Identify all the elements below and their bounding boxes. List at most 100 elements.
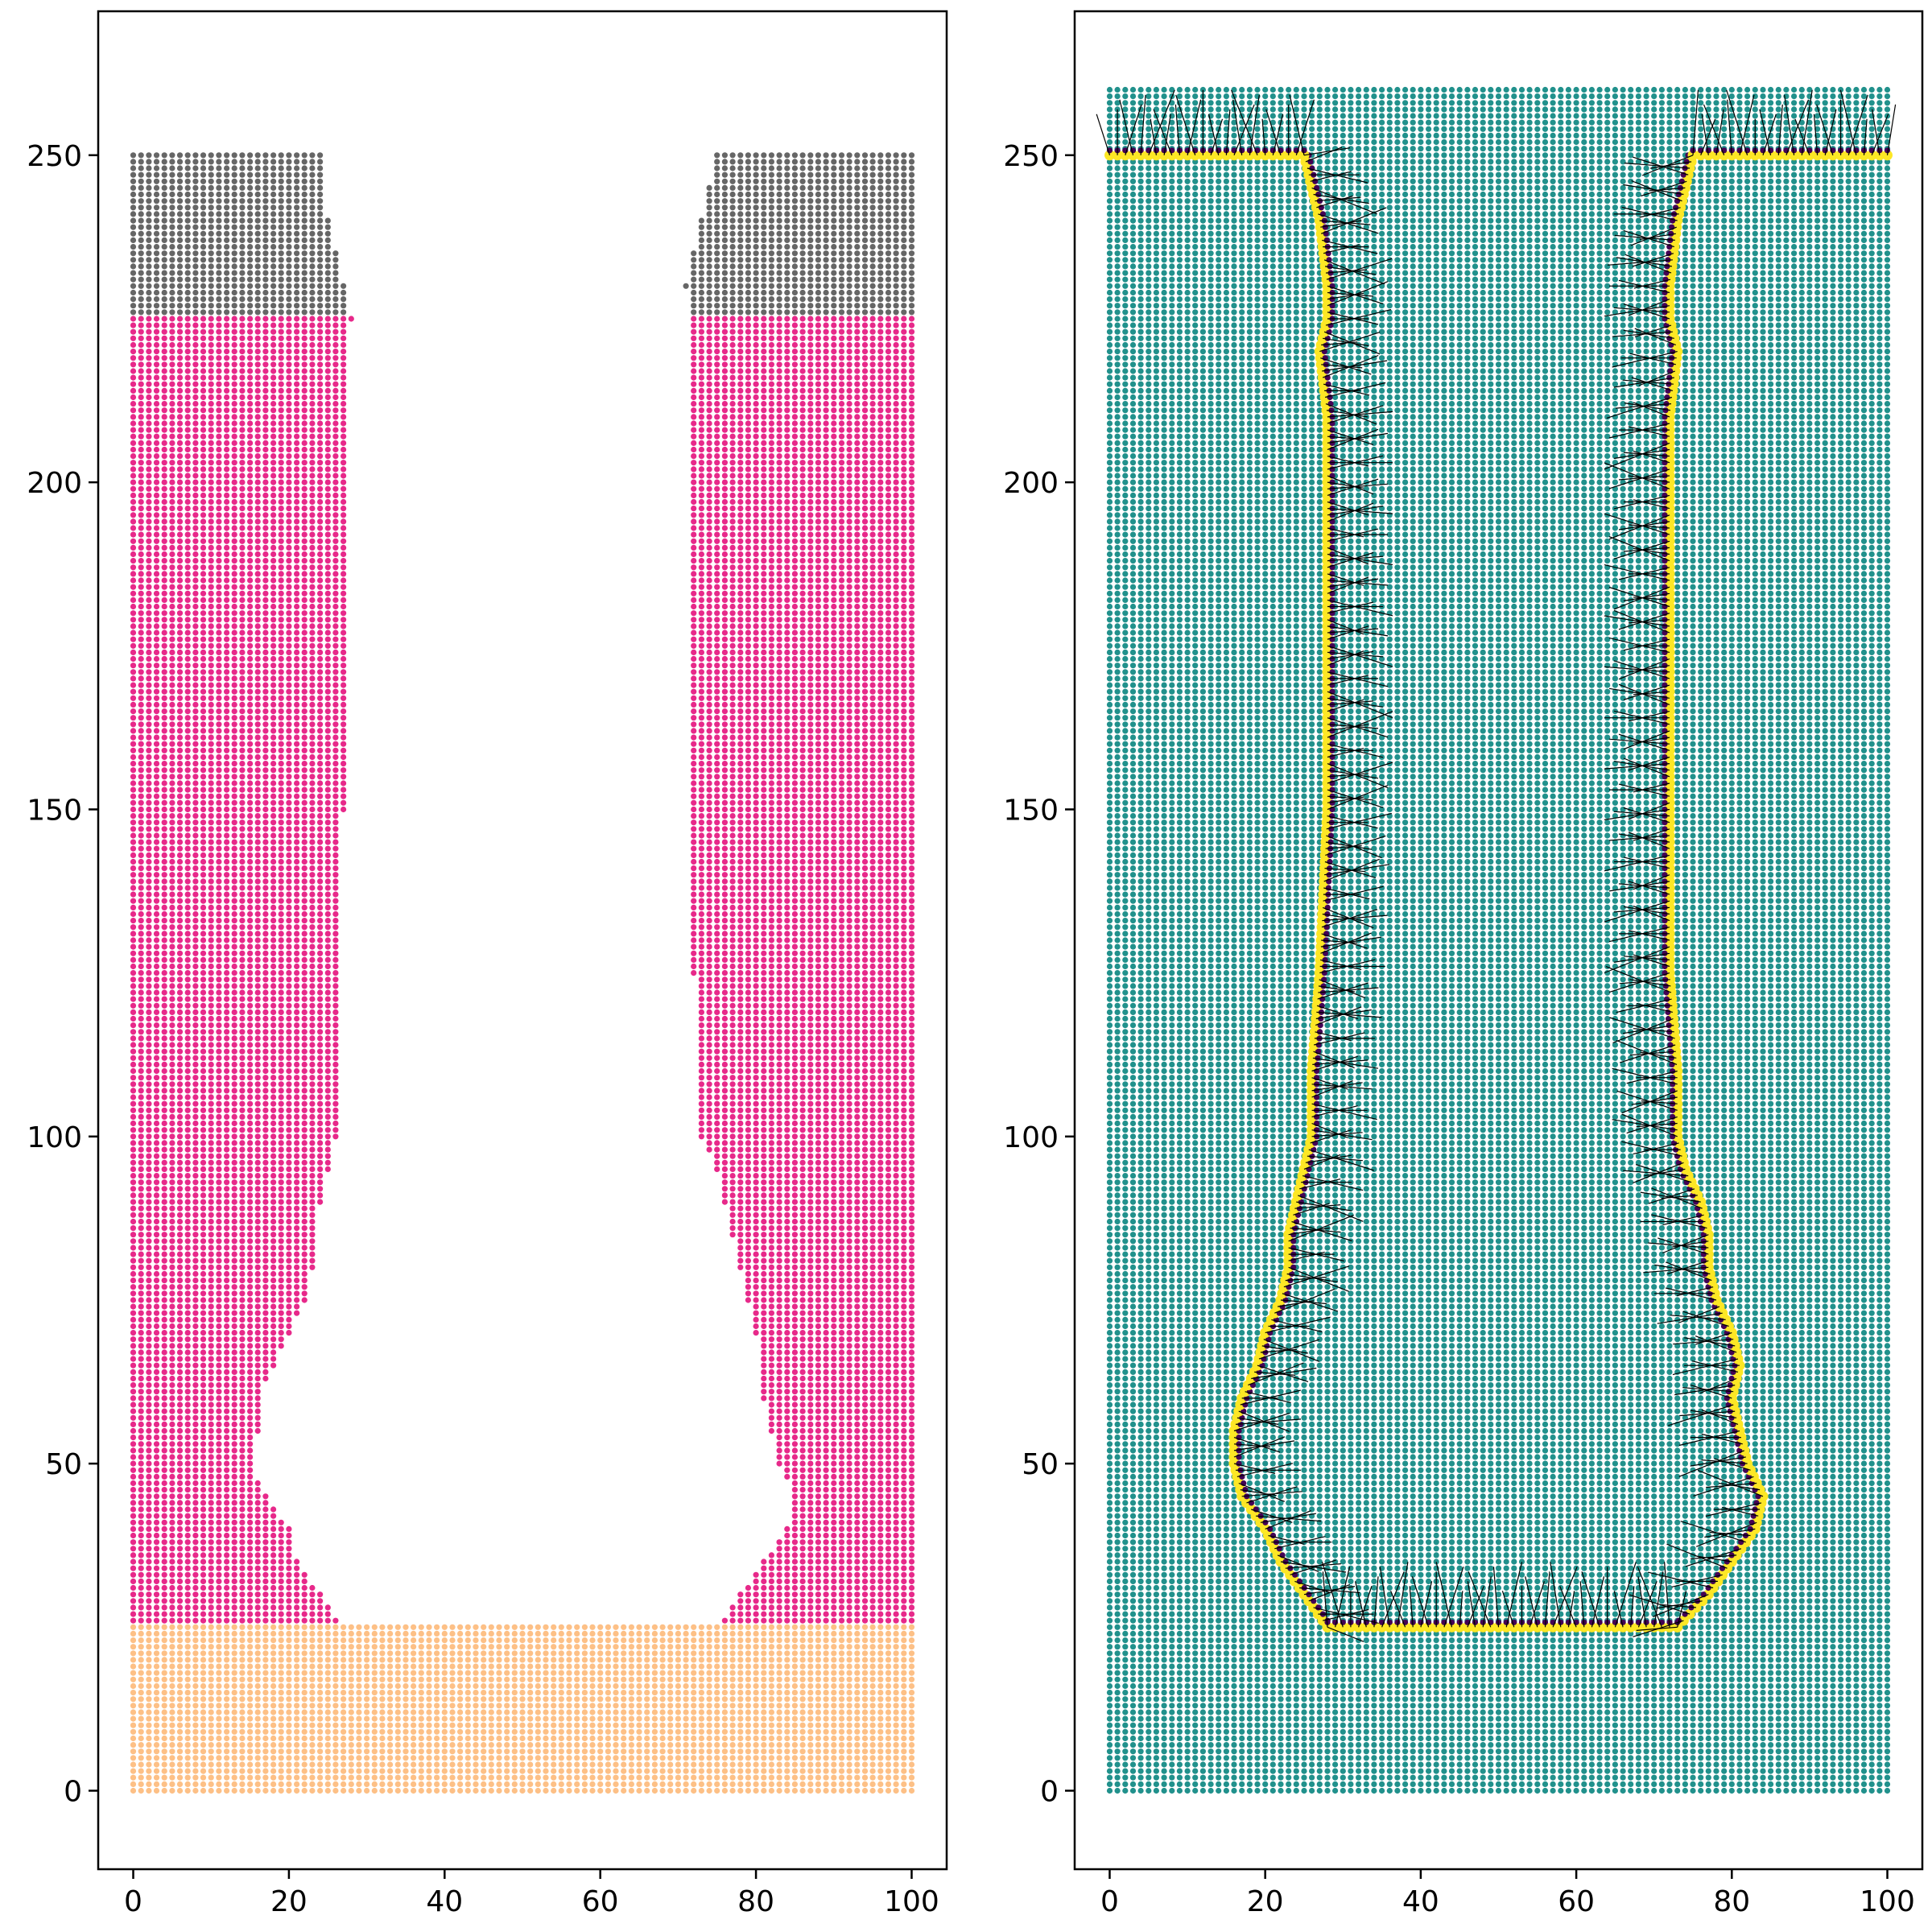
particle-point [410,1722,417,1728]
particle-point [831,1245,837,1251]
particle-point [130,1480,137,1487]
particle-point [838,1395,845,1402]
particle-point [262,1657,269,1663]
particle-point [831,1735,837,1742]
particle-point [481,1703,487,1709]
particle-point [893,1774,899,1781]
particle-point [488,1657,494,1663]
particle-point [861,1552,869,1558]
particle-point [176,1761,184,1768]
particle-point [418,1709,424,1715]
particle-point [885,1611,892,1617]
particle-point [481,1650,487,1657]
particle-point [176,1552,184,1558]
particle-point [410,1676,417,1682]
particle-point [799,1435,806,1441]
particle-point [332,1768,339,1774]
particle-point [597,1663,604,1670]
particle-point [387,1761,394,1768]
particle-point [371,1722,378,1728]
particle-point [737,1742,744,1748]
particle-point [838,1493,845,1500]
particle-point [901,1781,907,1787]
particle-point [854,1703,861,1709]
particle-point [908,1578,915,1584]
particle-point [130,1270,137,1278]
particle-point [138,1389,144,1395]
particle-point [239,1251,246,1257]
particle-point [348,1670,354,1676]
particle-point [698,1748,705,1755]
particle-point [176,1565,184,1571]
particle-point [838,1310,845,1316]
particle-point [254,1637,261,1644]
particle-point [224,1238,230,1245]
particle-point [464,1624,471,1630]
particle-point [496,1624,502,1630]
particle-point [838,1604,845,1611]
particle-point [332,1715,339,1722]
particle-point [807,1382,814,1389]
particle-point [200,1447,207,1454]
particle-point [776,1368,782,1375]
particle-point [846,1375,852,1382]
particle-point [332,1748,339,1755]
particle-point [761,1578,767,1584]
particle-point [706,1657,712,1663]
particle-point [628,1682,635,1690]
particle-point [807,1637,814,1644]
particle-point [192,1690,199,1696]
particle-point [558,1650,564,1657]
particle-point [488,1670,494,1676]
particle-point [823,1722,829,1728]
particle-point [791,1617,799,1624]
particle-point [838,1257,845,1264]
particle-point [511,1715,518,1722]
particle-point [254,1539,261,1546]
particle-point [605,1644,612,1650]
particle-point [231,1742,237,1748]
particle-point [768,1774,775,1781]
particle-point [745,1290,752,1297]
particle-point [877,1284,884,1290]
particle-point [410,1670,417,1676]
particle-point [799,1663,806,1670]
particle-point [216,1552,222,1558]
particle-point [861,1316,869,1323]
particle-point [846,1735,852,1742]
particle-point [823,1728,829,1735]
particle-point [169,1558,175,1565]
particle-point [761,1630,767,1637]
particle-point [869,1703,876,1709]
particle-point [286,1558,292,1565]
particle-point [597,1644,604,1650]
particle-point [706,1690,712,1696]
particle-point [464,1742,471,1748]
particle-point [511,1663,518,1670]
particle-point [169,1657,175,1663]
particle-point [138,1525,144,1532]
particle-point [387,1755,394,1761]
particle-point [831,1336,837,1343]
particle-point [519,1787,526,1794]
particle-point [831,1650,837,1657]
particle-point [776,1748,782,1755]
particle-point [286,1251,292,1257]
particle-point [893,1460,899,1467]
particle-point [247,1513,254,1519]
particle-point [737,1728,744,1735]
particle-point [278,1336,284,1343]
particle-point [901,1323,907,1330]
particle-point [239,1578,246,1584]
particle-point [831,1513,837,1519]
particle-point [831,1624,837,1630]
particle-point [473,1735,479,1742]
particle-point [908,1552,915,1558]
particle-point [332,1787,339,1794]
particle-point [831,1454,837,1460]
particle-point [138,1768,144,1774]
particle-point [224,1617,230,1624]
particle-point [294,1284,300,1290]
particle-point [434,1742,440,1748]
particle-point [146,1742,152,1748]
